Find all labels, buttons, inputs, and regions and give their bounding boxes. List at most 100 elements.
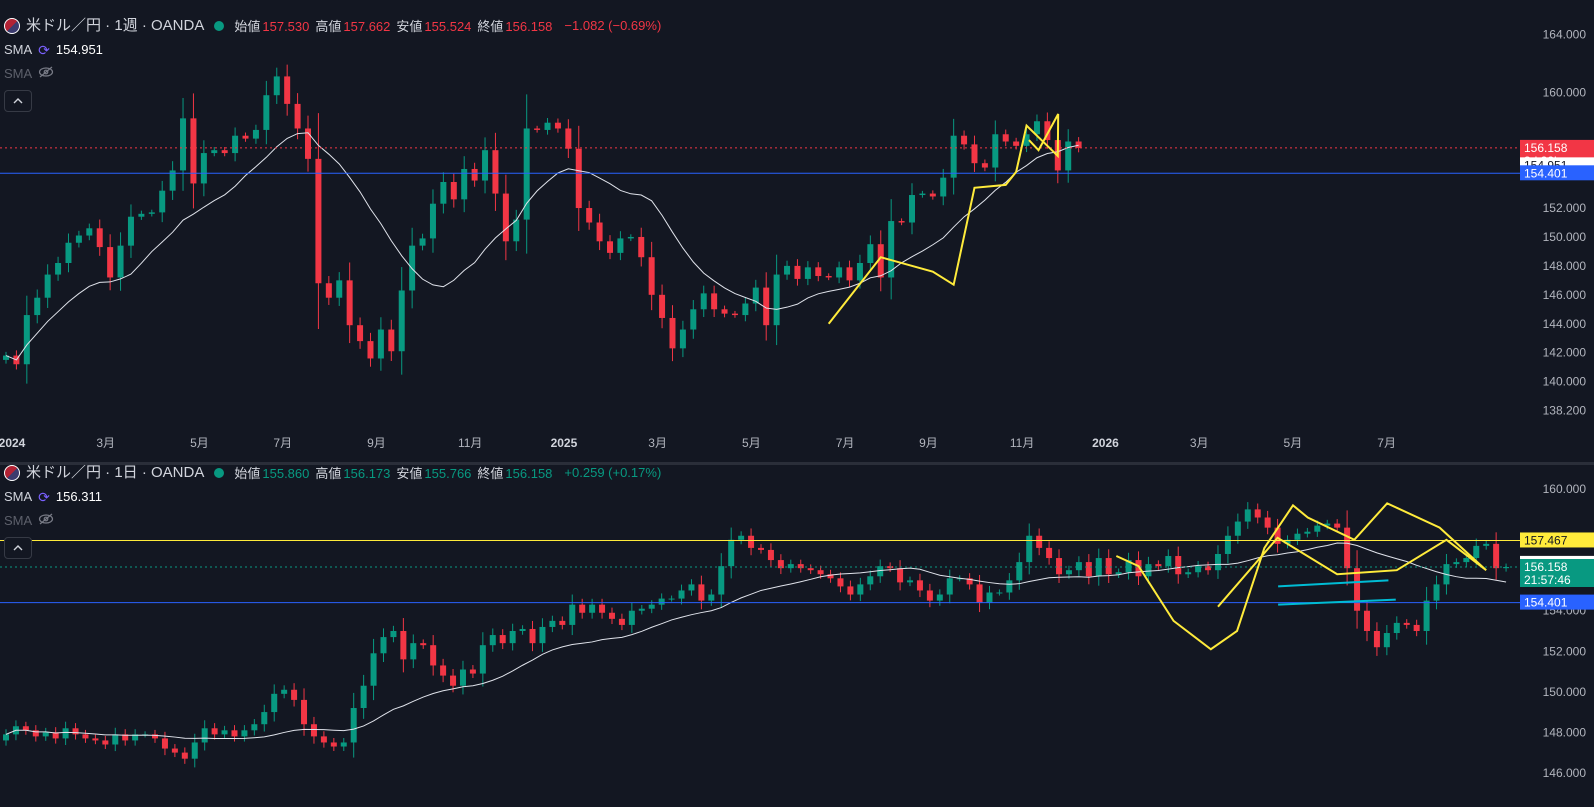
price-axis-tick: 142.000 (1543, 346, 1587, 360)
sma2-label[interactable]: SMA (4, 66, 33, 81)
candle-body (284, 76, 291, 104)
candle-body (148, 212, 155, 214)
candle-body (1463, 558, 1470, 563)
refresh-icon[interactable]: ⟳ (38, 489, 50, 505)
candle-body (509, 631, 516, 644)
candle-body (1033, 121, 1040, 135)
time-axis-tick: 2026 (1092, 436, 1119, 450)
candle-body (711, 293, 718, 310)
candle-body (627, 236, 634, 239)
us-jp-flag-icon (4, 465, 20, 481)
candle-body (132, 734, 139, 741)
candle-body (926, 590, 933, 601)
candle-body (1503, 566, 1510, 569)
candle-body (1334, 523, 1341, 528)
candle-body (232, 135, 239, 154)
ohlc-key: 始値 (234, 465, 261, 481)
candle-body (589, 604, 596, 613)
market-open-dot-icon (214, 21, 225, 31)
collapse-legend-button[interactable] (4, 537, 32, 559)
candle-body (669, 317, 676, 349)
candle-body (52, 732, 59, 739)
candle-body (92, 738, 99, 741)
candle-body (370, 653, 377, 686)
ohlc-value: 157.530 (262, 18, 310, 34)
weekly-chart-canvas[interactable]: 138.200 140.000 142.000 144.000 146.000 148.0… (0, 0, 1594, 462)
sma-label[interactable]: SMA (4, 42, 33, 57)
candle-body (846, 267, 853, 281)
candle-body (784, 265, 791, 275)
candle-body (1195, 566, 1202, 573)
candle-body (301, 699, 308, 725)
trend-line (1278, 598, 1396, 606)
candle-body (1344, 527, 1351, 569)
price-axis-tick: 160.000 (1543, 482, 1587, 496)
hidden-eye-icon[interactable] (38, 65, 54, 83)
candle-body (211, 150, 218, 154)
price-axis-tick: 146.000 (1543, 766, 1587, 780)
market-open-dot-icon (214, 468, 225, 478)
candle-body (919, 193, 926, 196)
candle-body (190, 118, 197, 184)
hidden-eye-icon[interactable] (38, 512, 54, 530)
zigzag-drawing (1115, 502, 1487, 651)
price-axis-tick: 152.000 (1543, 644, 1587, 658)
candle-body (929, 193, 936, 197)
candle-body (1483, 543, 1490, 546)
refresh-icon[interactable]: ⟳ (38, 42, 50, 58)
candle-body (3, 734, 9, 741)
time-axis-tick: 3月 (1190, 436, 1209, 450)
price-tag-label: 154.401 (1524, 596, 1568, 610)
candle-body (388, 329, 395, 352)
candle-body (1433, 584, 1440, 601)
candle-body (797, 564, 804, 569)
candle-body (628, 610, 635, 625)
candle-body (1145, 564, 1152, 577)
daily-legend: 米ドル／円 · 1日 · OANDA 始値 155.860 高値 156.173 安値 1… (4, 465, 661, 533)
daily-chart-pane[interactable]: 146.000 148.000 150.000 152.000 154.000 160.0… (0, 465, 1594, 807)
candle-body (346, 280, 353, 326)
candle-body (398, 290, 405, 352)
candle-body (221, 150, 228, 154)
candle-body (1065, 570, 1072, 575)
daily-chart-canvas[interactable]: 146.000148.000150.000152.000154.000160.0… (0, 465, 1594, 807)
candle-body (502, 193, 509, 242)
weekly-sma2-row[interactable]: SMA (4, 62, 661, 86)
candle-body (956, 578, 963, 580)
candle-body (549, 620, 556, 627)
collapse-legend-button[interactable] (4, 90, 32, 112)
time-axis-tick: 3月 (96, 436, 115, 450)
candle-body (690, 309, 697, 330)
candle-body (44, 274, 51, 298)
candle-body (827, 574, 834, 579)
candle-body (1044, 121, 1051, 141)
candle-body (1393, 622, 1400, 634)
daily-sma-row[interactable]: SMA ⟳ 156.311 (4, 485, 661, 509)
price-tag-label: 156.158 (1524, 560, 1568, 574)
weekly-chart-pane[interactable]: 138.200 140.000 142.000 144.000 146.000 148.0… (0, 0, 1594, 462)
candle-body (877, 244, 884, 278)
sma2-label[interactable]: SMA (4, 513, 33, 528)
candle-body (271, 693, 278, 713)
candle-body (96, 228, 103, 248)
candle-body (171, 748, 178, 753)
candle-body (350, 708, 357, 743)
candle-body (877, 566, 884, 577)
candle-body (1224, 535, 1231, 554)
daily-symbol-title[interactable]: 米ドル／円 · 1日 · OANDA (26, 465, 205, 481)
candle-body (117, 245, 124, 278)
candle-body (1314, 525, 1321, 532)
price-tag-bg (1520, 558, 1594, 587)
daily-sma2-row[interactable]: SMA (4, 509, 661, 533)
pane-splitter[interactable] (0, 462, 1594, 465)
candle-body (360, 685, 367, 709)
weekly-sma-row[interactable]: SMA ⟳ 154.951 (4, 38, 661, 62)
candle-body (1185, 572, 1192, 575)
candle-body (273, 76, 280, 96)
candle-body (191, 742, 198, 759)
candle-body (294, 103, 301, 129)
sma-label[interactable]: SMA (4, 489, 33, 504)
candle-body (916, 580, 923, 591)
weekly-symbol-title[interactable]: 米ドル／円 · 1週 · OANDA (26, 17, 205, 34)
candle-body (1023, 134, 1030, 146)
